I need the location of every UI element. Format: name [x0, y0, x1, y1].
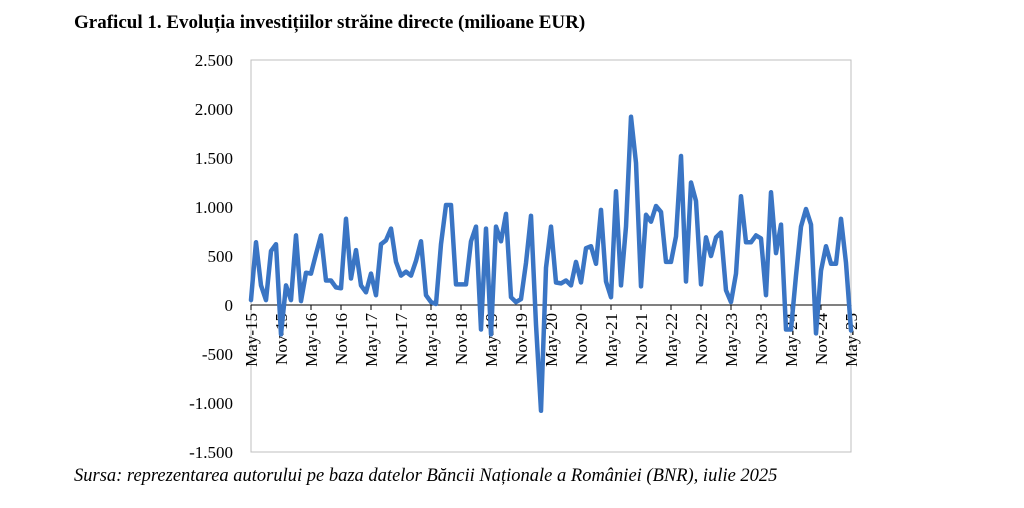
x-tick-label: Nov-18 — [452, 313, 471, 365]
x-tick-label: Nov-23 — [752, 313, 771, 365]
chart-title: Graficul 1. Evoluția investițiilor străi… — [74, 12, 586, 33]
x-tick-label: Nov-21 — [632, 313, 651, 365]
x-tick-label: May-25 — [842, 313, 861, 367]
y-tick-label: 0 — [225, 296, 234, 315]
x-tick-label: May-20 — [542, 313, 561, 367]
x-tick-label: Nov-16 — [332, 313, 351, 365]
x-tick-label: Nov-22 — [692, 313, 711, 365]
x-tick-label: May-19 — [482, 313, 501, 367]
x-tick-label: May-22 — [662, 313, 681, 367]
y-tick-label: -1.000 — [189, 394, 233, 413]
y-axis-tick-labels: -1.500 -1.000 -500 0 500 1.000 1.500 2.000 2.500 — [189, 51, 233, 462]
x-tick-label: Nov-15 — [272, 313, 291, 365]
series-group — [248, 114, 854, 414]
y-tick-label: 500 — [208, 247, 234, 266]
y-tick-label: 2.000 — [195, 100, 233, 119]
x-tick-label: May-17 — [362, 313, 381, 367]
y-tick-label: 1.500 — [195, 149, 233, 168]
y-tick-label: 1.000 — [195, 198, 233, 217]
fdi-series-line — [248, 114, 854, 414]
x-tick-label: Nov-19 — [512, 313, 531, 365]
x-tick-label: May-15 — [242, 313, 261, 367]
x-tick-label: May-16 — [302, 313, 321, 367]
x-axis-tick-labels: May-15 Nov-15 May-16 Nov-16 May-17 Nov-17 May-… — [242, 313, 861, 367]
x-tick-label: May-18 — [422, 313, 441, 367]
x-tick-label: Nov-17 — [392, 313, 411, 365]
x-tick-label: Nov-20 — [572, 313, 591, 365]
y-tick-label: -1.500 — [189, 443, 233, 462]
y-tick-label: 2.500 — [195, 51, 233, 70]
y-tick-label: -500 — [202, 345, 233, 364]
source-note: Sursa: reprezentarea autorului pe baza d… — [74, 466, 778, 486]
x-tick-label: May-23 — [722, 313, 741, 367]
x-tick-label: May-21 — [602, 313, 621, 367]
plot-area-frame — [250, 59, 852, 453]
x-axis-tick-marks — [250, 305, 852, 310]
